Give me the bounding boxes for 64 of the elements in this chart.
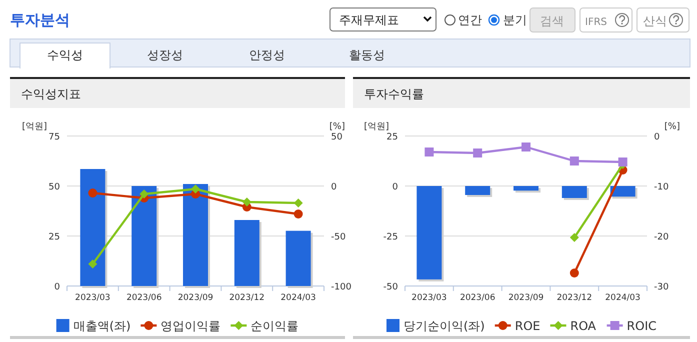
point bbox=[242, 198, 252, 206]
text: 주재무제표 bbox=[339, 13, 399, 27]
y-tick-label: 25 bbox=[48, 232, 60, 242]
x-tick-label: 2023/09 bbox=[178, 293, 214, 303]
point bbox=[570, 233, 579, 242]
text: 수익성 bbox=[47, 48, 83, 62]
y2-axis-title: [%] bbox=[329, 122, 345, 132]
point bbox=[424, 148, 434, 156]
y-tick-label: -25 bbox=[383, 232, 398, 242]
y2-tick-label: -10 bbox=[654, 182, 669, 192]
x-tick-label: 2024/03 bbox=[280, 293, 316, 303]
x-tick-label: 2023/03 bbox=[412, 293, 447, 303]
legend-label: ROIC bbox=[626, 319, 657, 333]
text: 활동성 bbox=[349, 48, 385, 62]
y-axis-title: [억원] bbox=[22, 122, 48, 132]
legend-label: 당기순이익(좌) bbox=[403, 319, 485, 333]
legend-label: 순이익률 bbox=[250, 319, 299, 333]
x-tick-label: 2023/03 bbox=[75, 293, 110, 303]
x-tick-label: 2023/09 bbox=[508, 293, 544, 303]
x-tick-label: 2023/12 bbox=[556, 293, 592, 303]
y2-tick-label: 0 bbox=[654, 132, 660, 142]
y-tick-label: 0 bbox=[392, 182, 398, 192]
y2-axis-title: [%] bbox=[664, 122, 680, 132]
point bbox=[88, 260, 98, 268]
point bbox=[522, 142, 530, 152]
point bbox=[618, 158, 628, 166]
chart-title: 투자수익률 bbox=[364, 87, 424, 101]
text: 안정성 bbox=[249, 48, 285, 62]
text: 검색 bbox=[540, 14, 564, 28]
y-axis-title: [억원] bbox=[364, 122, 390, 132]
x-tick-label: 2023/06 bbox=[126, 293, 162, 303]
y2-tick-label: -30 bbox=[654, 282, 669, 292]
text: 산식 bbox=[643, 14, 667, 28]
point bbox=[88, 188, 98, 198]
text: 분기 bbox=[503, 13, 527, 27]
legend-label: 매출액(좌) bbox=[73, 319, 131, 333]
text: 성장성 bbox=[147, 48, 183, 62]
y2-tick-label: -20 bbox=[654, 232, 669, 242]
x-tick-label: 2023/12 bbox=[229, 293, 265, 303]
y-tick-label: 25 bbox=[386, 132, 398, 142]
x-tick-label: 2023/06 bbox=[460, 293, 496, 303]
text: 연간 bbox=[458, 13, 482, 27]
y-tick-label: 75 bbox=[48, 132, 60, 142]
point bbox=[473, 148, 482, 158]
y2-tick-label: 0 bbox=[331, 182, 337, 192]
point bbox=[294, 210, 303, 218]
legend-label: ROA bbox=[570, 319, 597, 333]
point bbox=[140, 190, 149, 198]
y2-tick-label: 50 bbox=[331, 132, 343, 142]
point bbox=[570, 156, 579, 166]
y-tick-label: -50 bbox=[383, 282, 398, 292]
y-tick-label: 50 bbox=[48, 182, 60, 192]
x-tick-label: 2024/03 bbox=[605, 293, 640, 303]
y-tick-label: 0 bbox=[54, 282, 60, 292]
point bbox=[191, 184, 200, 194]
y2-tick-label: -100 bbox=[331, 282, 352, 292]
point bbox=[570, 268, 579, 278]
chart-title: 수익성지표 bbox=[21, 87, 81, 101]
point bbox=[294, 198, 303, 208]
y2-tick-label: -50 bbox=[331, 232, 346, 242]
text: IFRS bbox=[585, 17, 607, 28]
legend-label: ROE bbox=[514, 319, 540, 333]
text: 투자분석 bbox=[10, 11, 70, 29]
legend-label: 영업이익률 bbox=[160, 319, 221, 333]
